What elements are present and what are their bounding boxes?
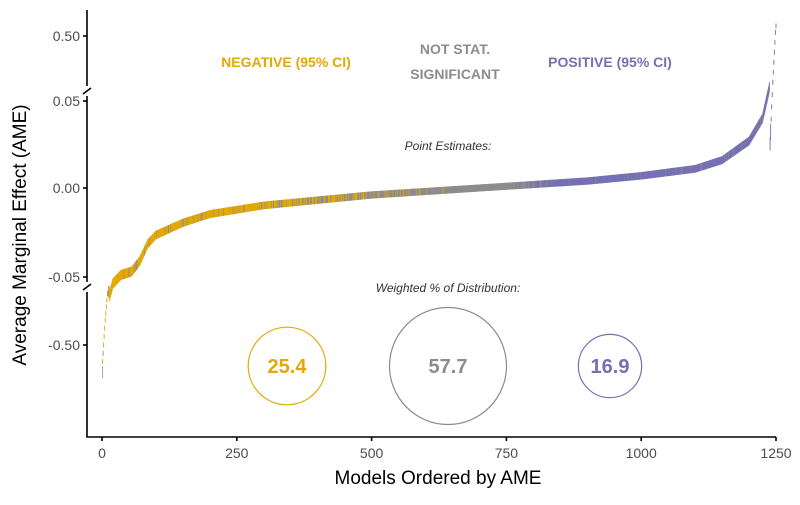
- negative-label: NEGATIVE (95% CI): [221, 54, 351, 70]
- axis-break-mark: [82, 283, 92, 291]
- x-ticks: 0 250 500 750 1000 1250: [98, 437, 792, 461]
- x-tick-label: 1250: [760, 445, 791, 461]
- distribution-percent-label: 57.7: [429, 356, 468, 378]
- x-tick-label: 250: [225, 445, 249, 461]
- distribution-bubble: [388, 306, 508, 426]
- positive-label: POSITIVE (95% CI): [548, 54, 672, 70]
- weighted-distribution-note: Weighted % of Distribution:: [376, 281, 521, 295]
- point-estimate-marks: [102, 23, 777, 378]
- distribution-percent-label: 16.9: [591, 356, 630, 378]
- x-tick-label: 500: [360, 445, 384, 461]
- x-axis-label: Models Ordered by AME: [335, 468, 542, 489]
- x-tick-label: 1000: [626, 445, 657, 461]
- distribution-bubble: [247, 326, 327, 406]
- y-tick-label: -0.05: [48, 269, 80, 285]
- y-tick-label: 0.05: [53, 93, 80, 109]
- y-axis-lower: [86, 292, 776, 438]
- axis-break-mark: [82, 87, 92, 95]
- y-ticks: 0.50 0.05 0.00 -0.05 -0.50: [48, 28, 87, 353]
- y-axis-label: Average Marginal Effect (AME): [10, 104, 31, 365]
- y-tick-label: 0.00: [53, 180, 80, 196]
- y-tick-label: 0.50: [53, 28, 80, 44]
- point-estimates-note: Point Estimates:: [405, 139, 492, 153]
- not-significant-label-line2: SIGNIFICANT: [410, 66, 500, 82]
- distribution-bubble: [577, 333, 643, 399]
- y-tick-label: -0.50: [48, 337, 80, 353]
- x-tick-label: 0: [98, 445, 106, 461]
- not-significant-label-line1: NOT STAT.: [420, 41, 490, 57]
- distribution-bubbles: 25.4 57.7 16.9: [247, 306, 643, 426]
- distribution-percent-label: 25.4: [268, 356, 308, 378]
- x-tick-label: 750: [495, 445, 519, 461]
